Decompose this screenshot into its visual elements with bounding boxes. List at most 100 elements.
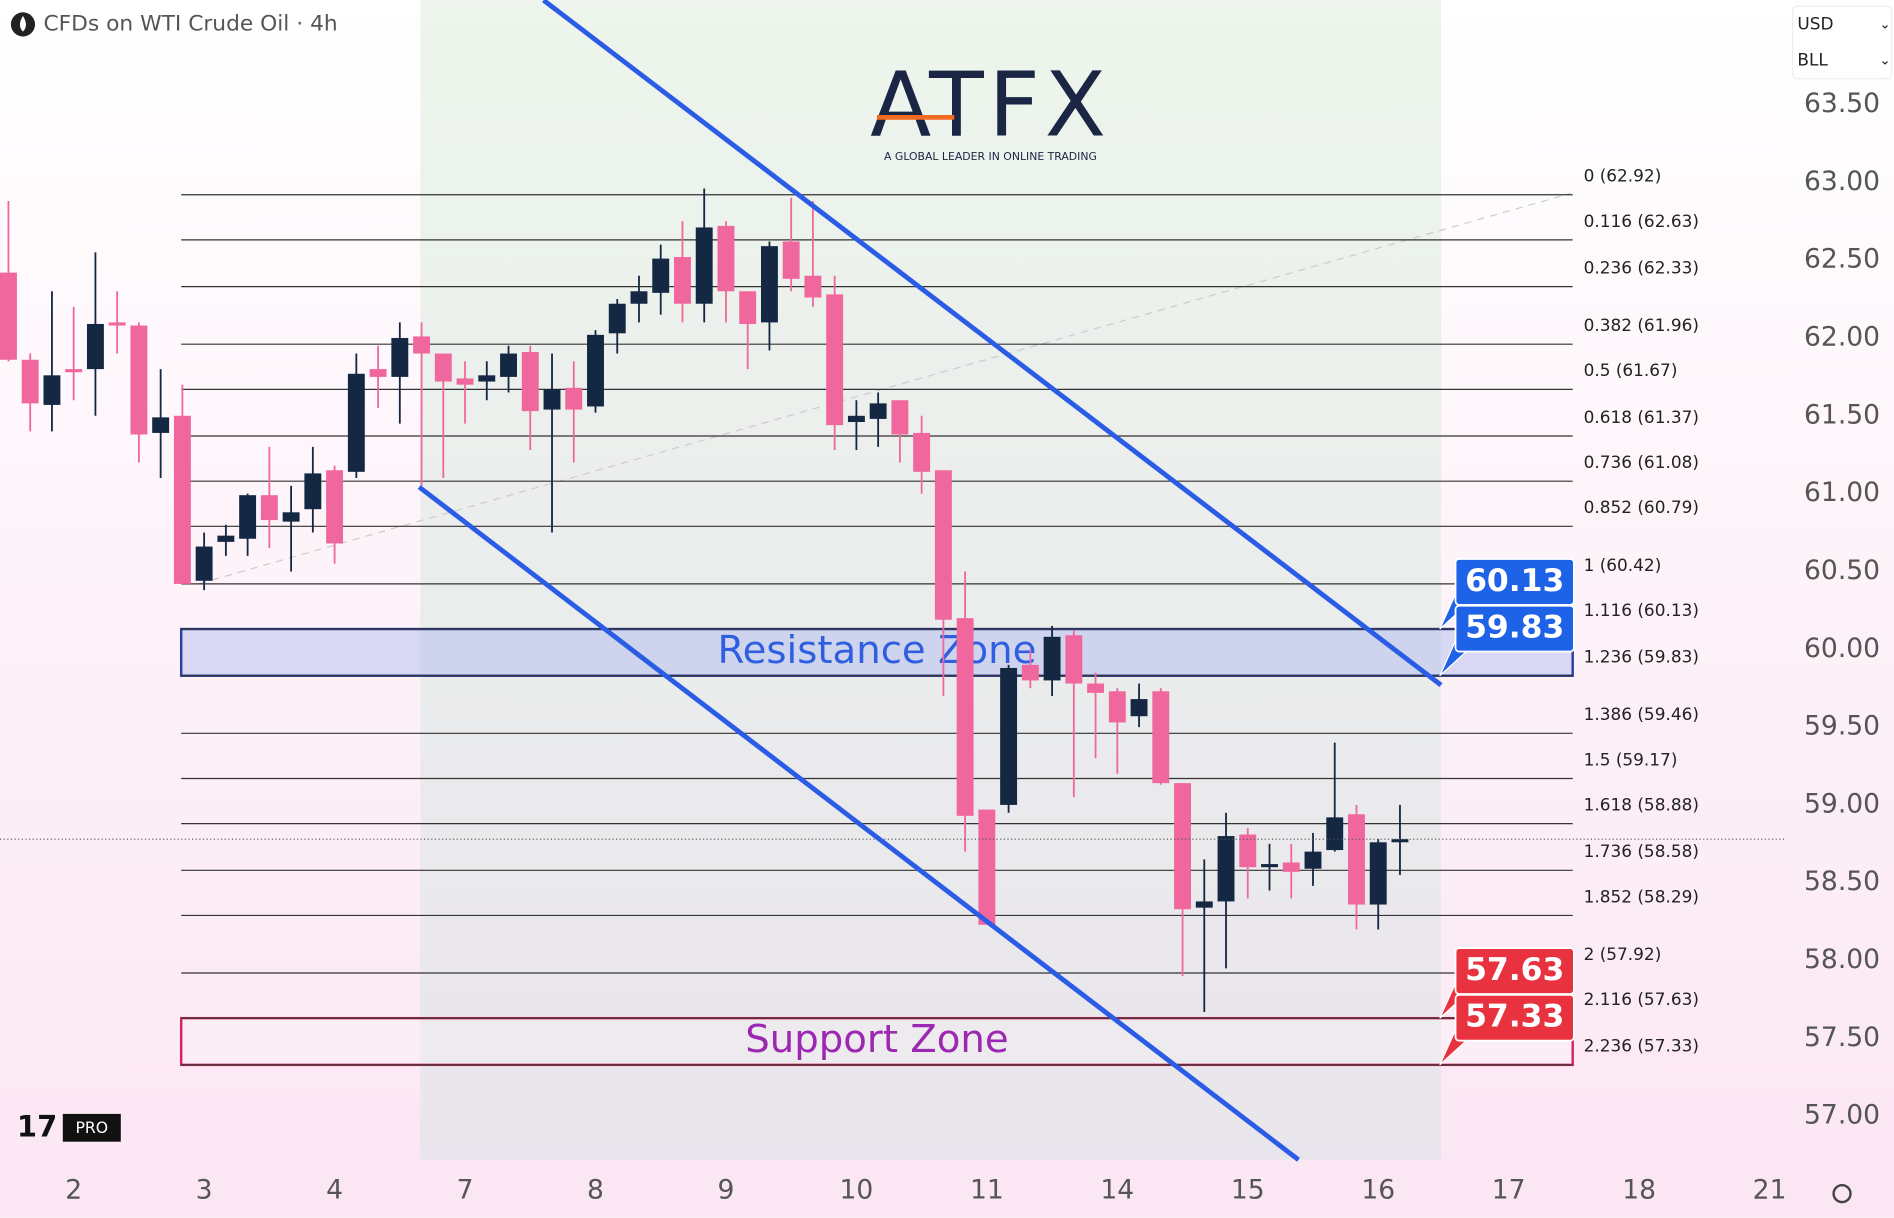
candle-body (869, 403, 887, 419)
x-tick-label: 17 (1492, 1175, 1526, 1206)
x-tick-label: 9 (717, 1175, 734, 1206)
candle-body (739, 291, 757, 324)
settings-icon[interactable] (1832, 1183, 1852, 1204)
fib-label: 0.382 (61.96) (1584, 315, 1699, 335)
candle-body (652, 258, 670, 293)
candle-body (1152, 691, 1170, 784)
fib-label: 1.116 (60.13) (1584, 600, 1699, 620)
fib-label: 0.236 (62.33) (1584, 257, 1699, 277)
candle-body (956, 618, 974, 816)
candle-body (1174, 783, 1191, 910)
fib-label: 1.386 (59.46) (1584, 704, 1699, 724)
currency[interactable]: USD (1797, 13, 1833, 33)
candle-body (1217, 836, 1235, 902)
fib-label: 2.116 (57.63) (1584, 989, 1699, 1009)
fib-label: 0.116 (62.63) (1584, 211, 1699, 231)
candle-body (847, 415, 865, 423)
candle-body (1130, 699, 1148, 717)
candle-body (782, 241, 800, 279)
y-tick-label: 62.50 (1804, 244, 1880, 275)
candle-body (369, 369, 387, 377)
candle-body (1348, 814, 1365, 905)
x-tick-label: 14 (1100, 1175, 1134, 1206)
channel-upper (542, 0, 1443, 688)
y-tick-label: 57.50 (1804, 1022, 1880, 1053)
candle-body (43, 375, 61, 405)
candle-body (500, 353, 517, 377)
zone-label: Resistance Zone (717, 628, 1036, 673)
candle-body (152, 417, 170, 433)
logo-tagline: A GLOBAL LEADER IN ONLINE TRADING (884, 150, 1097, 163)
y-tick-label: 60.00 (1804, 633, 1880, 664)
drop-icon (19, 15, 26, 32)
candle-body (173, 415, 191, 584)
price-tag (1454, 993, 1575, 1042)
candle-body (21, 359, 39, 404)
candle-body (521, 351, 539, 412)
candle-body (543, 389, 561, 410)
candle-body (304, 473, 322, 510)
candle-body (108, 322, 126, 326)
candle-body (1261, 864, 1278, 868)
fib-label: 0.736 (61.08) (1584, 452, 1699, 472)
dropdown-arrow: ⌄ (1880, 54, 1891, 69)
x-tick-label: 7 (457, 1175, 474, 1206)
candle-body (1239, 834, 1257, 868)
candle-body (326, 470, 344, 544)
candle-body (1391, 839, 1409, 843)
y-tick-label: 58.00 (1804, 944, 1880, 975)
dropdown-arrow: ⌄ (1880, 17, 1891, 32)
candle-body (695, 227, 713, 304)
candle-body (478, 375, 496, 382)
candle-body (826, 294, 844, 426)
candle-body (391, 337, 409, 377)
candle-body (1000, 667, 1018, 805)
logo: ATFX (870, 54, 1111, 158)
candle-body (282, 512, 300, 522)
fib-label: 0 (62.92) (1584, 166, 1662, 186)
fib-label: 0.852 (60.79) (1584, 497, 1699, 517)
unit[interactable]: BLL (1797, 50, 1828, 70)
fib-label: 2.236 (57.33) (1584, 1036, 1699, 1056)
candle-body (0, 272, 17, 360)
y-tick-label: 57.00 (1804, 1100, 1880, 1131)
y-tick-label: 58.50 (1804, 866, 1880, 897)
x-tick-label: 21 (1753, 1175, 1787, 1206)
currency-box[interactable] (1791, 5, 1893, 80)
candle-body (130, 325, 148, 435)
candle-body (1108, 691, 1126, 723)
candle-body (434, 353, 452, 382)
x-tick-label: 15 (1231, 1175, 1265, 1206)
x-tick-label: 10 (840, 1175, 874, 1206)
candle-body (608, 303, 626, 334)
candle-body (260, 495, 278, 521)
price-tag-label: 59.83 (1465, 610, 1564, 646)
candle-body (86, 323, 104, 370)
x-tick-label: 3 (196, 1175, 213, 1206)
price-tag-label: 57.63 (1465, 952, 1564, 988)
candle-body (565, 387, 583, 410)
candle-body (760, 246, 778, 323)
x-tick-label: 8 (587, 1175, 604, 1206)
fib-label: 1.5 (59.17) (1584, 749, 1678, 769)
zone (179, 1016, 1574, 1067)
fib-label: 0.618 (61.37) (1584, 407, 1699, 427)
candle-body (1021, 664, 1039, 681)
candle-body (217, 535, 235, 542)
x-tick-label: 2 (65, 1175, 82, 1206)
badge: PRO (75, 1118, 108, 1137)
fib-label: 1 (60.42) (1584, 555, 1662, 575)
candle-body (456, 378, 474, 385)
candle-body (1195, 901, 1213, 908)
candle-body (891, 400, 909, 435)
candle-body (65, 369, 83, 373)
zone-label: Support Zone (745, 1017, 1008, 1062)
candle-body (587, 334, 604, 407)
trend-line (199, 192, 1571, 585)
fib-label: 1.236 (59.83) (1584, 647, 1699, 667)
candle-body (239, 495, 257, 539)
candle-body (674, 257, 691, 304)
channel-lower (417, 485, 1300, 1162)
candle-body (1326, 817, 1344, 851)
